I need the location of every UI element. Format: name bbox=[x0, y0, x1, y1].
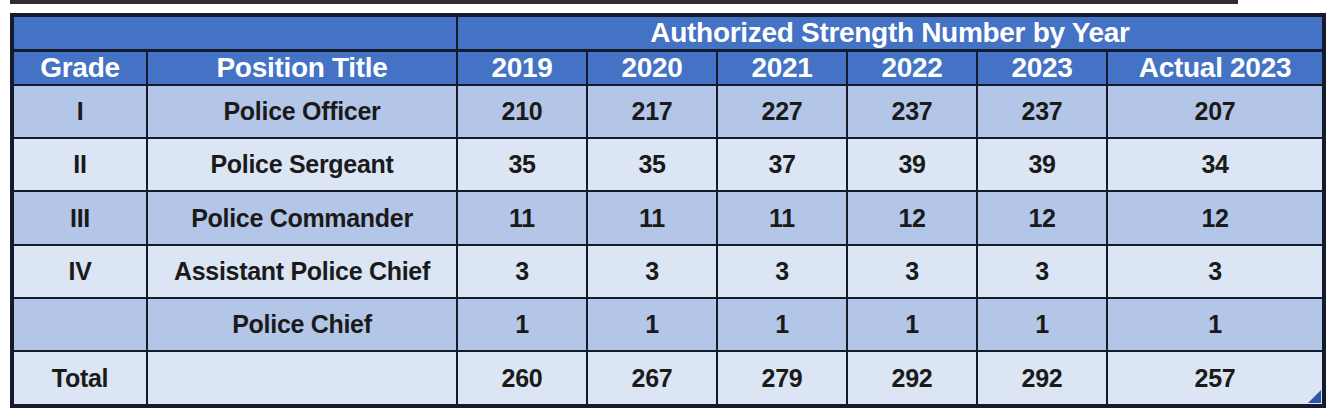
table-row-police-sergeant: II Police Sergeant 35 35 37 39 39 34 bbox=[12, 138, 1324, 191]
table-row-total: Total 260 267 279 292 292 257 bbox=[12, 351, 1324, 406]
top-crop-line bbox=[10, 0, 1238, 4]
authorized-strength-table: Authorized Strength Number by Year Grade… bbox=[10, 13, 1326, 408]
col-header-grade: Grade bbox=[12, 51, 147, 86]
column-header-row: Grade Position Title 2019 2020 2021 2022… bbox=[12, 51, 1324, 86]
col-header-position-title: Position Title bbox=[147, 51, 457, 86]
value-cell: 1 bbox=[1107, 298, 1324, 351]
value-cell: 39 bbox=[847, 138, 977, 191]
total-value-cell: 260 bbox=[457, 351, 587, 406]
total-value-cell: 279 bbox=[717, 351, 847, 406]
value-cell: 35 bbox=[587, 138, 717, 191]
col-header-2021: 2021 bbox=[717, 51, 847, 86]
col-header-2020: 2020 bbox=[587, 51, 717, 86]
position-title-cell: Assistant Police Chief bbox=[147, 245, 457, 298]
grade-cell: IV bbox=[12, 245, 147, 298]
position-title-cell bbox=[147, 351, 457, 406]
table-title: Authorized Strength Number by Year bbox=[457, 15, 1324, 51]
value-cell: 210 bbox=[457, 85, 587, 138]
grade-cell: I bbox=[12, 85, 147, 138]
corner-blank-cell bbox=[12, 15, 457, 51]
value-cell: 237 bbox=[847, 85, 977, 138]
value-cell: 1 bbox=[587, 298, 717, 351]
table-row-police-chief: Police Chief 1 1 1 1 1 1 bbox=[12, 298, 1324, 351]
position-title-cell: Police Officer bbox=[147, 85, 457, 138]
value-cell: 34 bbox=[1107, 138, 1324, 191]
value-cell: 12 bbox=[847, 191, 977, 244]
total-value-cell: 292 bbox=[977, 351, 1107, 406]
col-header-2019: 2019 bbox=[457, 51, 587, 86]
value-cell: 12 bbox=[1107, 191, 1324, 244]
total-value-cell: 257 bbox=[1107, 351, 1324, 406]
value-cell: 1 bbox=[457, 298, 587, 351]
col-header-2022: 2022 bbox=[847, 51, 977, 86]
total-value-cell: 292 bbox=[847, 351, 977, 406]
position-title-cell: Police Chief bbox=[147, 298, 457, 351]
grade-cell bbox=[12, 298, 147, 351]
value-cell: 3 bbox=[587, 245, 717, 298]
value-cell: 11 bbox=[717, 191, 847, 244]
corner-resize-triangle-icon bbox=[1308, 390, 1321, 403]
value-cell: 237 bbox=[977, 85, 1107, 138]
value-cell: 3 bbox=[1107, 245, 1324, 298]
position-title-cell: Police Commander bbox=[147, 191, 457, 244]
value-cell: 3 bbox=[847, 245, 977, 298]
value-cell: 207 bbox=[1107, 85, 1324, 138]
value-cell: 35 bbox=[457, 138, 587, 191]
screenshot-canvas: Authorized Strength Number by Year Grade… bbox=[0, 0, 1329, 417]
total-actual-2023-value: 257 bbox=[1195, 364, 1236, 392]
table-row-police-commander: III Police Commander 11 11 11 12 12 12 bbox=[12, 191, 1324, 244]
table-row-assistant-police-chief: IV Assistant Police Chief 3 3 3 3 3 3 bbox=[12, 245, 1324, 298]
col-header-2023: 2023 bbox=[977, 51, 1107, 86]
value-cell: 12 bbox=[977, 191, 1107, 244]
value-cell: 217 bbox=[587, 85, 717, 138]
value-cell: 3 bbox=[717, 245, 847, 298]
grade-cell: II bbox=[12, 138, 147, 191]
value-cell: 37 bbox=[717, 138, 847, 191]
value-cell: 1 bbox=[977, 298, 1107, 351]
grade-cell: III bbox=[12, 191, 147, 244]
value-cell: 11 bbox=[457, 191, 587, 244]
value-cell: 1 bbox=[847, 298, 977, 351]
value-cell: 11 bbox=[587, 191, 717, 244]
value-cell: 3 bbox=[457, 245, 587, 298]
total-value-cell: 267 bbox=[587, 351, 717, 406]
value-cell: 1 bbox=[717, 298, 847, 351]
total-label-cell: Total bbox=[12, 351, 147, 406]
value-cell: 227 bbox=[717, 85, 847, 138]
value-cell: 39 bbox=[977, 138, 1107, 191]
table-row-police-officer: I Police Officer 210 217 227 237 237 207 bbox=[12, 85, 1324, 138]
col-header-actual-2023: Actual 2023 bbox=[1107, 51, 1324, 86]
position-title-cell: Police Sergeant bbox=[147, 138, 457, 191]
table-title-row: Authorized Strength Number by Year bbox=[12, 15, 1324, 51]
value-cell: 3 bbox=[977, 245, 1107, 298]
